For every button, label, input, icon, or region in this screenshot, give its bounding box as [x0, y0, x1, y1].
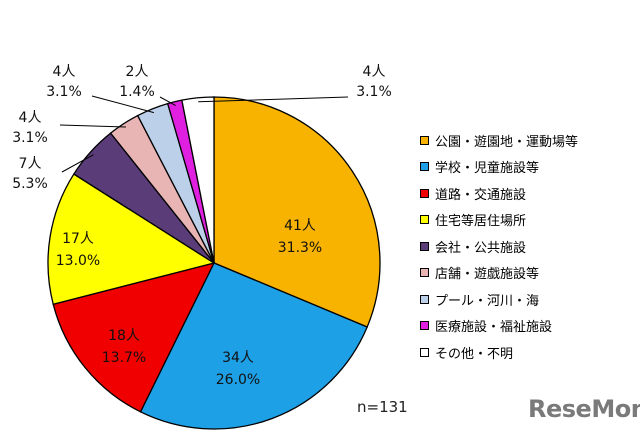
- legend-item: プール・河川・海: [420, 286, 578, 313]
- slice-count-label: 7人: [19, 156, 42, 172]
- legend-item: 公園・遊園地・運動場等: [420, 127, 578, 154]
- slice-count-label: 4人: [19, 110, 42, 126]
- slice-count-label: 34人: [222, 350, 254, 366]
- legend-label: その他・不明: [435, 346, 514, 362]
- slice-percent-label: 31.3%: [278, 240, 322, 256]
- legend-item: 会社・公共施設: [420, 233, 578, 260]
- slice-count-label: 17人: [62, 231, 94, 247]
- legend-label: 会社・公共施設: [435, 240, 527, 256]
- leader-line: [61, 154, 94, 173]
- legend-label: プール・河川・海: [435, 293, 540, 309]
- legend-label: 公園・遊園地・運動場等: [435, 134, 579, 150]
- leader-line: [198, 96, 349, 103]
- legend-item: 道路・交通施設: [420, 180, 578, 207]
- slice-percent-label: 13.7%: [102, 350, 146, 366]
- legend-label: 店舗・遊戯施設等: [435, 267, 540, 283]
- leader-line: [59, 124, 126, 128]
- slice-count-label: 2人: [126, 64, 149, 80]
- legend-swatch: [420, 321, 429, 331]
- leader-line: [159, 96, 176, 107]
- legend-swatch: [420, 135, 429, 145]
- leader-line: [91, 95, 155, 114]
- slice-percent-label: 1.4%: [119, 84, 155, 100]
- legend-item: 住宅等居住場所: [420, 207, 578, 234]
- pie-slice: [139, 262, 369, 430]
- slice-percent-label: 3.1%: [12, 130, 48, 146]
- legend-swatch: [420, 347, 429, 357]
- legend-label: 住宅等居住場所: [435, 214, 527, 230]
- legend-label: 医療施設・福祉施設: [435, 320, 553, 336]
- legend-swatch: [420, 215, 429, 225]
- legend-item: 店舗・遊戯施設等: [420, 260, 578, 287]
- sample-size-note: n=131: [357, 398, 408, 416]
- slice-count-label: 41人: [284, 218, 316, 234]
- pie-slice: [52, 262, 216, 413]
- slice-count-label: 18人: [108, 328, 140, 344]
- slice-count-label: 4人: [363, 64, 386, 80]
- legend-swatch: [420, 241, 429, 251]
- legend-label: 道路・交通施設: [435, 187, 527, 203]
- legend-label: 学校・児童施設等: [435, 161, 540, 177]
- slice-percent-label: 5.3%: [12, 176, 48, 192]
- watermark-logo: ReseMom: [528, 395, 640, 423]
- legend-item: その他・不明: [420, 339, 578, 366]
- pie-slice: [213, 96, 381, 328]
- legend-swatch: [420, 268, 429, 278]
- legend-swatch: [420, 294, 429, 304]
- legend: 公園・遊園地・運動場等 学校・児童施設等 道路・交通施設 住宅等居住場所 会社・…: [420, 127, 578, 366]
- slice-percent-label: 13.0%: [56, 253, 100, 269]
- slice-percent-label: 3.1%: [356, 84, 392, 100]
- legend-item: 学校・児童施設等: [420, 154, 578, 181]
- legend-swatch: [420, 162, 429, 172]
- legend-swatch: [420, 188, 429, 198]
- legend-item: 医療施設・福祉施設: [420, 313, 578, 340]
- pie-slice: [47, 173, 216, 306]
- slice-count-label: 4人: [53, 64, 76, 80]
- slice-percent-label: 3.1%: [46, 84, 82, 100]
- slice-percent-label: 26.0%: [216, 372, 260, 388]
- pie-slice: [181, 96, 215, 264]
